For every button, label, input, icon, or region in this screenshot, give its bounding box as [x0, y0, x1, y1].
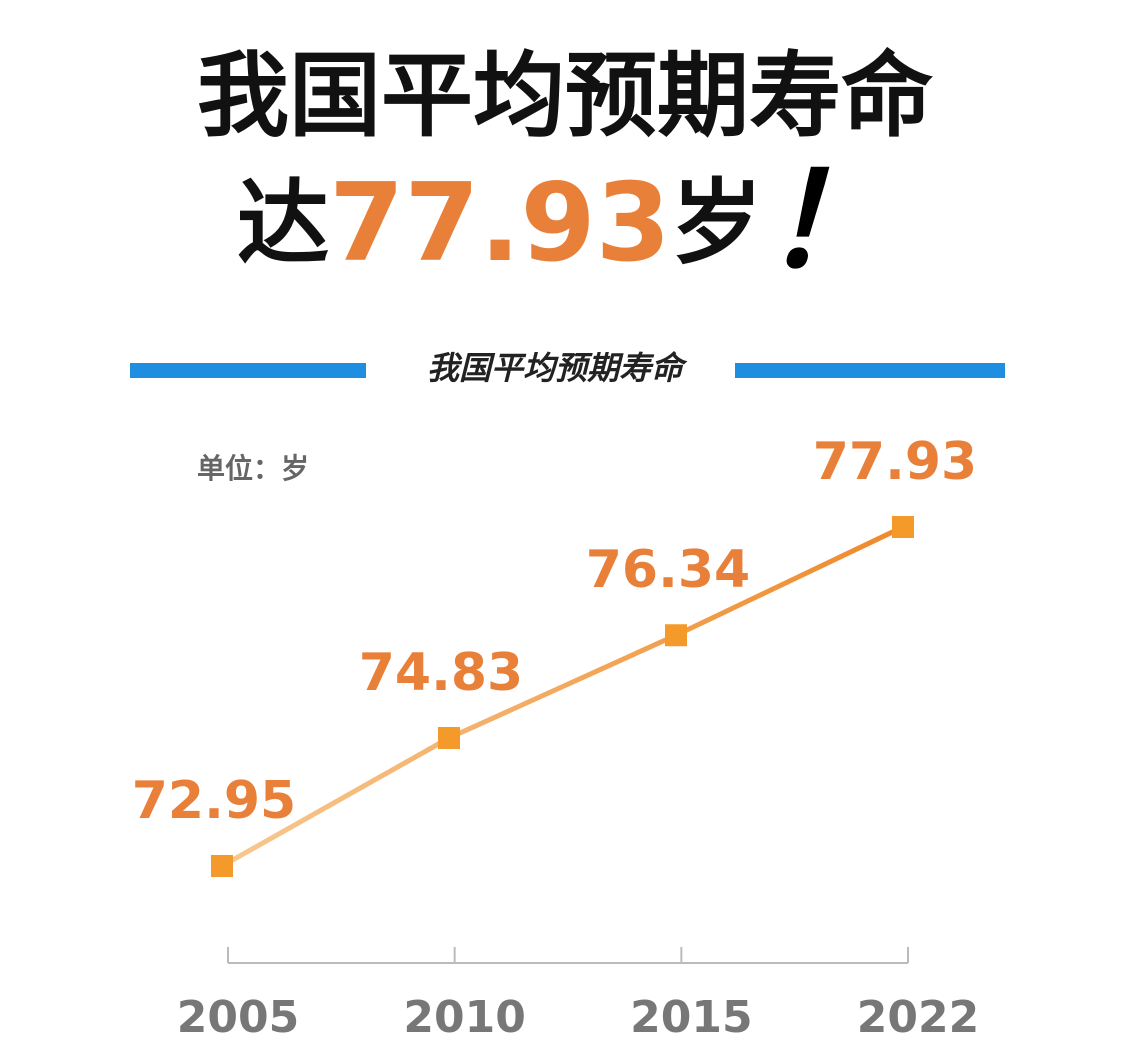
marker — [211, 855, 233, 877]
line — [220, 524, 905, 869]
marker — [665, 624, 687, 647]
x-tick-label: 2015 — [630, 992, 752, 1043]
accent-bar — [735, 363, 1005, 378]
accent-bar — [130, 363, 366, 378]
x-tick-label: 2022 — [857, 992, 979, 1043]
headline-title: 我国平均预期寿命 — [197, 42, 933, 149]
headline-mark: ！ — [763, 145, 893, 297]
data-label: 74.83 — [359, 643, 523, 703]
data-label: 76.34 — [586, 540, 750, 600]
marker — [892, 516, 914, 538]
headline-prefix: 达 — [237, 170, 329, 277]
x-tick-label: 2005 — [177, 992, 299, 1043]
chart-title: 我国平均预期寿命 — [427, 349, 688, 387]
headline-number: 77.93 — [329, 161, 671, 286]
data-label: 77.93 — [813, 432, 977, 492]
x-tick-label: 2010 — [403, 992, 525, 1043]
headline-suffix: 岁 — [671, 170, 763, 277]
unit-label: 单位：岁 — [197, 452, 309, 485]
headline: 达77.93岁！ — [237, 145, 893, 297]
data-label: 72.95 — [132, 771, 296, 831]
marker — [438, 727, 460, 750]
